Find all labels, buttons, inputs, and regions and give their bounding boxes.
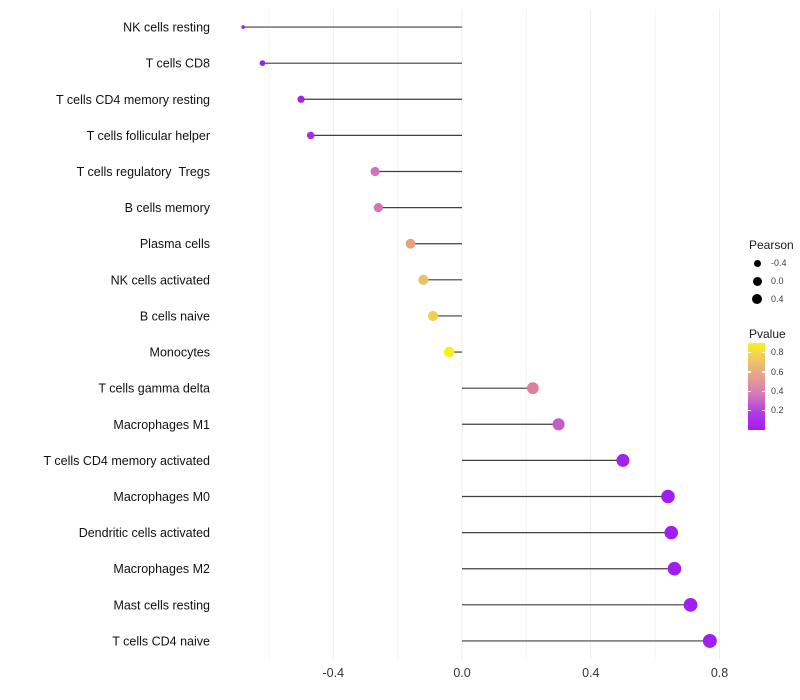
lollipop-dot (616, 453, 630, 467)
lollipop-dot (683, 597, 698, 612)
gradient-tick-mark (762, 409, 765, 412)
row-label: Dendritic cells activated (79, 526, 210, 540)
lollipop-dot (661, 489, 675, 504)
x-axis-tick-label: 0.8 (711, 666, 728, 680)
lollipop-dot (241, 25, 245, 29)
row-label: B cells memory (125, 201, 211, 215)
row-label: T cells CD4 memory resting (56, 93, 210, 107)
pvalue-tick-label: 0.6 (771, 366, 784, 377)
lollipop-dot (526, 382, 539, 395)
row-label: T cells gamma delta (98, 382, 210, 396)
row-label: Mast cells resting (113, 598, 210, 612)
lollipop-dot (664, 525, 679, 540)
size-dot-icon (750, 259, 764, 267)
lollipop-dot (427, 310, 439, 322)
row-label: Monocytes (150, 346, 210, 360)
row-label: T cells follicular helper (87, 129, 210, 143)
lollipop-dot (373, 203, 383, 213)
size-legend-item: 0.0 (742, 272, 784, 290)
gradient-tick-mark (748, 409, 751, 412)
size-legend-value: 0.0 (771, 276, 784, 286)
row-label: T cells CD4 memory activated (44, 454, 211, 468)
pvalue-tick-label: 0.4 (771, 385, 784, 396)
x-axis-tick-label: -0.4 (322, 666, 344, 680)
pvalue-gradient-bar (748, 343, 765, 430)
lollipop-dot (667, 561, 682, 576)
size-legend-item: 0.4 (742, 290, 784, 308)
size-dot (752, 276, 762, 286)
pvalue-legend-title: Pvalue (749, 327, 786, 341)
gradient-tick-mark (762, 371, 765, 373)
row-label: T cells regulatory Tregs (77, 165, 210, 179)
x-axis-tick-label: 0.0 (453, 666, 470, 680)
row-label: B cells naive (140, 309, 210, 323)
lollipop-dot (418, 274, 429, 285)
row-label: NK cells resting (123, 21, 210, 35)
size-dot (752, 294, 762, 304)
size-dot-icon (750, 276, 764, 286)
lollipop-dot (297, 95, 305, 103)
row-label: Macrophages M1 (113, 418, 210, 432)
row-label: Macrophages M2 (113, 562, 210, 576)
lollipop-dot (702, 633, 717, 648)
lollipop-dot (259, 60, 266, 67)
size-dot-icon (750, 294, 764, 304)
row-label: Macrophages M0 (113, 490, 210, 504)
size-legend-value: -0.4 (771, 258, 787, 268)
size-legend-value: 0.4 (771, 294, 784, 304)
gradient-tick-mark (748, 371, 751, 373)
lollipop-dot (405, 238, 416, 249)
row-label: T cells CD4 naive (112, 634, 210, 648)
pvalue-tick-label: 0.8 (771, 347, 784, 358)
gradient-tick-mark (762, 390, 765, 393)
x-axis-tick-label: 0.4 (582, 666, 599, 680)
lollipop-dot (306, 131, 315, 140)
lollipop-dot (370, 166, 380, 177)
lollipop-dot (443, 346, 455, 358)
row-label: NK cells activated (111, 273, 210, 287)
pvalue-color-legend: 0.8 0.6 0.4 0.2 (748, 343, 800, 438)
size-dot (753, 259, 761, 267)
pvalue-tick-label: 0.2 (771, 405, 784, 416)
gradient-tick-mark (748, 351, 751, 354)
gradient-tick-mark (762, 351, 765, 354)
row-label: T cells CD8 (146, 57, 210, 71)
row-label: Plasma cells (140, 237, 210, 251)
size-legend-item: -0.4 (742, 254, 787, 272)
lollipop-dot (552, 418, 565, 431)
pearson-legend-title: Pearson (749, 238, 794, 252)
gradient-tick-mark (748, 390, 751, 393)
chart-legend: Pearson -0.4 0.0 0.4 Pvalue 0.8 0.6 0.4 0.2 (742, 236, 800, 466)
